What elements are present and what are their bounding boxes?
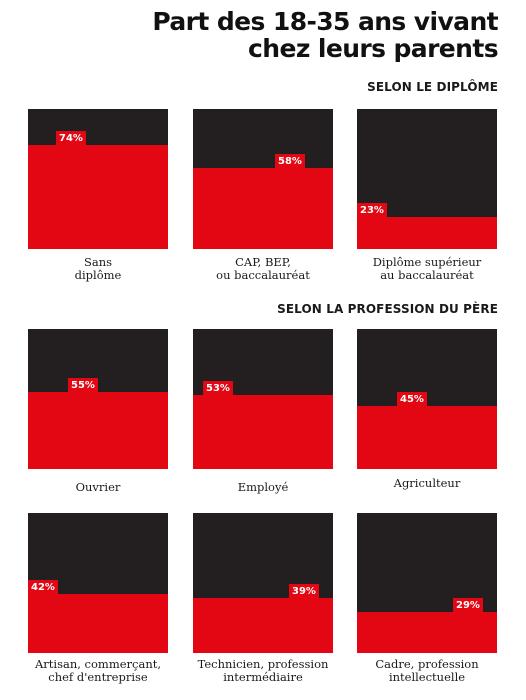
bar — [193, 395, 333, 469]
category-label-line: Ouvrier — [75, 480, 121, 494]
bar — [193, 598, 333, 653]
value-label: 45% — [397, 392, 427, 407]
value-label: 74% — [56, 131, 86, 146]
category-label-line: intermédiaire — [223, 670, 303, 684]
category-label: Sans diplôme — [18, 256, 178, 282]
category-label-line: au baccalauréat — [380, 268, 474, 282]
bar-panel: 29% — [357, 513, 497, 653]
bar — [193, 168, 333, 249]
category-label: Cadre, profession intellectuelle — [347, 658, 507, 684]
category-label-line: Cadre, profession — [375, 657, 479, 671]
category-label-line: ou baccalauréat — [216, 268, 310, 282]
bar-panel: 74% — [28, 109, 168, 249]
value-label: 53% — [203, 381, 233, 396]
bar — [28, 594, 168, 653]
category-label-line: diplôme — [74, 268, 122, 282]
value-label: 55% — [68, 378, 98, 393]
category-label: Employé — [183, 481, 343, 494]
category-label-line: Sans — [83, 255, 113, 269]
bar-panel: 45% — [357, 329, 497, 469]
section-heading-diploma: SELON LE DIPLÔME — [367, 80, 498, 94]
section-heading-father-profession: SELON LA PROFESSION DU PÈRE — [277, 302, 498, 316]
category-label: Diplôme supérieur au baccalauréat — [347, 256, 507, 282]
title-line-2: chez leurs parents — [248, 34, 499, 63]
category-label-line: Technicien, profession — [197, 657, 329, 671]
category-label: Ouvrier — [18, 481, 178, 494]
bar-panel: 23% — [357, 109, 497, 249]
category-label-line: Artisan, commerçant, — [34, 657, 162, 671]
title-line-1: Part des 18-35 ans vivant — [152, 7, 498, 36]
bar — [28, 392, 168, 469]
chart-title: Part des 18-35 ans vivant chez leurs par… — [78, 8, 498, 62]
bar — [28, 145, 168, 249]
category-label-line: intellectuelle — [388, 670, 466, 684]
bar-panel: 55% — [28, 329, 168, 469]
category-label: Artisan, commerçant, chef d'entreprise — [18, 658, 178, 684]
category-label-line: Agriculteur — [393, 476, 461, 490]
bar-panel: 39% — [193, 513, 333, 653]
value-label: 23% — [357, 203, 387, 218]
bar — [357, 612, 497, 653]
value-label: 42% — [28, 580, 58, 595]
category-label: Agriculteur — [347, 477, 507, 490]
bar — [357, 217, 497, 249]
category-label: CAP, BEP, ou baccalauréat — [183, 256, 343, 282]
bar — [357, 406, 497, 469]
category-label: Technicien, profession intermédiaire — [183, 658, 343, 684]
value-label: 39% — [289, 584, 319, 599]
category-label-line: CAP, BEP, — [235, 255, 291, 269]
category-label-line: Diplôme supérieur — [372, 255, 482, 269]
bar-panel: 58% — [193, 109, 333, 249]
bar-panel: 42% — [28, 513, 168, 653]
value-label: 29% — [453, 598, 483, 613]
bar-panel: 53% — [193, 329, 333, 469]
category-label-line: chef d'entreprise — [48, 670, 148, 684]
category-label-line: Employé — [237, 480, 289, 494]
value-label: 58% — [275, 154, 305, 169]
